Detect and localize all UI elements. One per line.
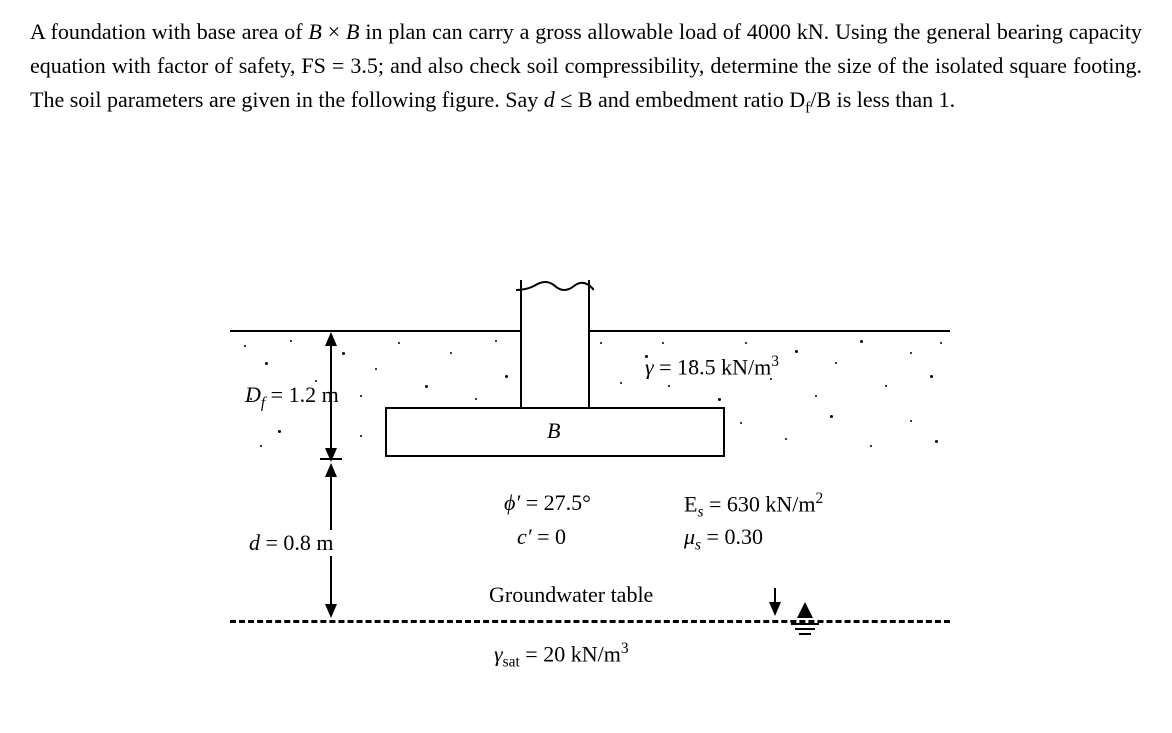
text: given in the following figure. Say <box>241 87 543 112</box>
text: ≤ B and embedment ratio D <box>555 87 805 112</box>
var-B: B <box>346 19 359 44</box>
label-Df: Df = 1.2 m <box>245 382 339 412</box>
label-B: B <box>543 418 564 444</box>
arrow-up-icon <box>325 332 337 346</box>
groundwater-table <box>230 620 950 623</box>
tick <box>320 458 342 460</box>
var-d: d <box>544 87 555 112</box>
label-phi: ϕ′ = 27.5° <box>500 490 595 516</box>
text: in plan can carry a gross allowable load… <box>360 19 830 44</box>
label-c: c′ = 0 <box>513 524 570 550</box>
water-table-icon <box>785 598 825 644</box>
foundation-diagram: Df = 1.2 m d = 0.8 m B γ = 18.5 kN/m3 ϕ′… <box>230 290 950 710</box>
label-mu: μs = 0.30 <box>680 524 767 554</box>
column-break-icon <box>516 274 594 288</box>
arrow-down-icon <box>769 602 781 616</box>
text: A foundation with base area of <box>30 19 308 44</box>
ground-surface <box>230 330 950 332</box>
label-d: d = 0.8 m <box>245 530 338 556</box>
text: × <box>322 19 346 44</box>
label-Es: Es = 630 kN/m2 <box>680 490 827 522</box>
column <box>520 280 590 407</box>
label-gwt: Groundwater table <box>485 582 657 608</box>
label-gamma: γ = 18.5 kN/m3 <box>645 353 779 380</box>
arrow-up-icon <box>325 463 337 477</box>
problem-text: A foundation with base area of B × B in … <box>30 15 1142 120</box>
gwt-arrow-stem <box>774 588 776 604</box>
text: /B is less than 1. <box>810 87 955 112</box>
var-B: B <box>308 19 321 44</box>
label-gamma-sat: γsat = 20 kN/m3 <box>490 640 633 672</box>
arrow-down-icon <box>325 604 337 618</box>
